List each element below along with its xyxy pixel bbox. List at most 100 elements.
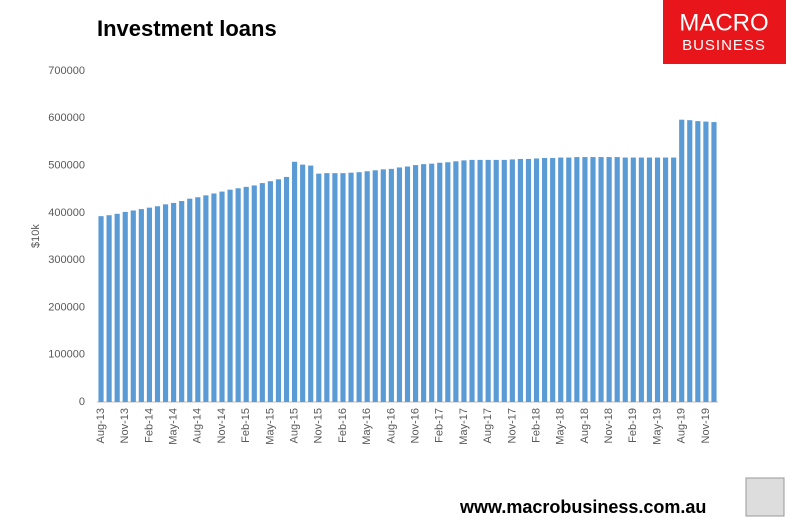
logo-box: [663, 0, 786, 64]
bar: [146, 207, 153, 402]
bar: [251, 185, 257, 402]
bar: [638, 157, 644, 402]
chart-title: Investment loans: [97, 16, 277, 41]
bar: [509, 159, 515, 402]
bar: [606, 157, 612, 402]
bar: [316, 173, 322, 402]
bar: [437, 162, 443, 402]
x-tick-label: Aug-14: [192, 408, 204, 443]
bar: [332, 173, 338, 402]
bar: [388, 168, 394, 402]
bar: [187, 198, 193, 402]
y-tick-label: 100000: [48, 349, 85, 361]
bar: [630, 157, 636, 402]
x-tick-label: Feb-19: [627, 408, 639, 443]
x-tick-label: Feb-16: [337, 408, 349, 443]
y-tick-label: 300000: [48, 254, 85, 266]
y-tick-label: 0: [79, 396, 85, 408]
bar: [598, 157, 604, 402]
bar: [525, 158, 532, 402]
bar: [203, 195, 209, 402]
x-tick-label: Aug-13: [95, 408, 107, 443]
bar: [106, 215, 112, 402]
bar: [283, 176, 290, 402]
y-tick-label: 400000: [48, 207, 85, 219]
x-tick-label: Nov-13: [119, 408, 131, 443]
bar: [211, 193, 217, 402]
bar: [154, 206, 161, 402]
bar: [662, 157, 669, 402]
x-tick-label: Nov-16: [409, 408, 421, 443]
x-tick-label: Nov-19: [700, 408, 712, 443]
bar: [267, 181, 273, 402]
bar: [235, 188, 241, 402]
bar: [412, 165, 419, 402]
x-tick-label: Feb-14: [143, 408, 155, 443]
bar: [646, 157, 653, 402]
x-tick-label: May-18: [555, 408, 567, 445]
bar: [259, 183, 265, 402]
bar: [614, 157, 620, 402]
bar: [219, 191, 225, 402]
footer: www.macrobusiness.com.au: [459, 497, 706, 517]
bar: [654, 157, 661, 402]
x-tick-label: Nov-14: [216, 408, 228, 443]
y-tick-label: 700000: [48, 65, 85, 77]
bar: [130, 210, 136, 402]
bar: [485, 159, 491, 402]
bar: [404, 166, 411, 402]
bar: [300, 164, 306, 402]
bar: [340, 173, 346, 402]
bar: [324, 173, 330, 402]
bar: [695, 121, 701, 402]
x-tick-label: Aug-19: [676, 408, 688, 443]
bar: [195, 197, 201, 402]
bar: [429, 163, 435, 402]
bar: [542, 158, 548, 402]
bar: [227, 189, 233, 402]
x-tick-label: Feb-18: [530, 408, 542, 443]
bar: [679, 119, 685, 402]
x-tick-label: May-16: [361, 408, 373, 445]
bar: [98, 216, 104, 402]
x-tick-label: May-14: [168, 408, 180, 445]
bar: [566, 157, 572, 402]
x-tick-label: May-15: [264, 408, 276, 445]
bar: [122, 211, 128, 402]
bar: [179, 201, 185, 402]
logo-text: MACRO: [679, 9, 768, 36]
bar: [558, 157, 564, 402]
y-tick-label: 200000: [48, 301, 85, 313]
x-tick-label: Aug-18: [579, 408, 591, 443]
x-tick-label: May-17: [458, 408, 470, 445]
y-tick-label: 500000: [48, 159, 85, 171]
bar: [372, 170, 378, 402]
x-tick-label: Nov-18: [603, 408, 615, 443]
bar: [582, 157, 588, 402]
bar: [574, 157, 580, 402]
x-tick-label: Nov-17: [506, 408, 518, 443]
x-tick-label: Feb-17: [434, 408, 446, 443]
bar: [138, 209, 144, 402]
bar: [671, 157, 677, 402]
bar: [501, 159, 507, 402]
x-tick-label: Aug-15: [288, 408, 300, 443]
bar: [308, 165, 314, 402]
bar: [533, 158, 540, 402]
bar: [445, 162, 451, 402]
bar: [461, 160, 467, 402]
logo-text: BUSINESS: [682, 37, 766, 54]
bar: [243, 186, 249, 402]
bar: [162, 204, 169, 402]
bar: [292, 161, 298, 402]
bar: [550, 158, 556, 402]
x-tick-label: Aug-16: [385, 408, 397, 443]
bar: [493, 159, 499, 402]
bar: [687, 120, 693, 403]
bar: [590, 157, 596, 402]
bar: [711, 122, 717, 402]
x-tick-label: May-19: [651, 408, 663, 445]
bar: [364, 171, 370, 402]
bar: [477, 159, 483, 402]
